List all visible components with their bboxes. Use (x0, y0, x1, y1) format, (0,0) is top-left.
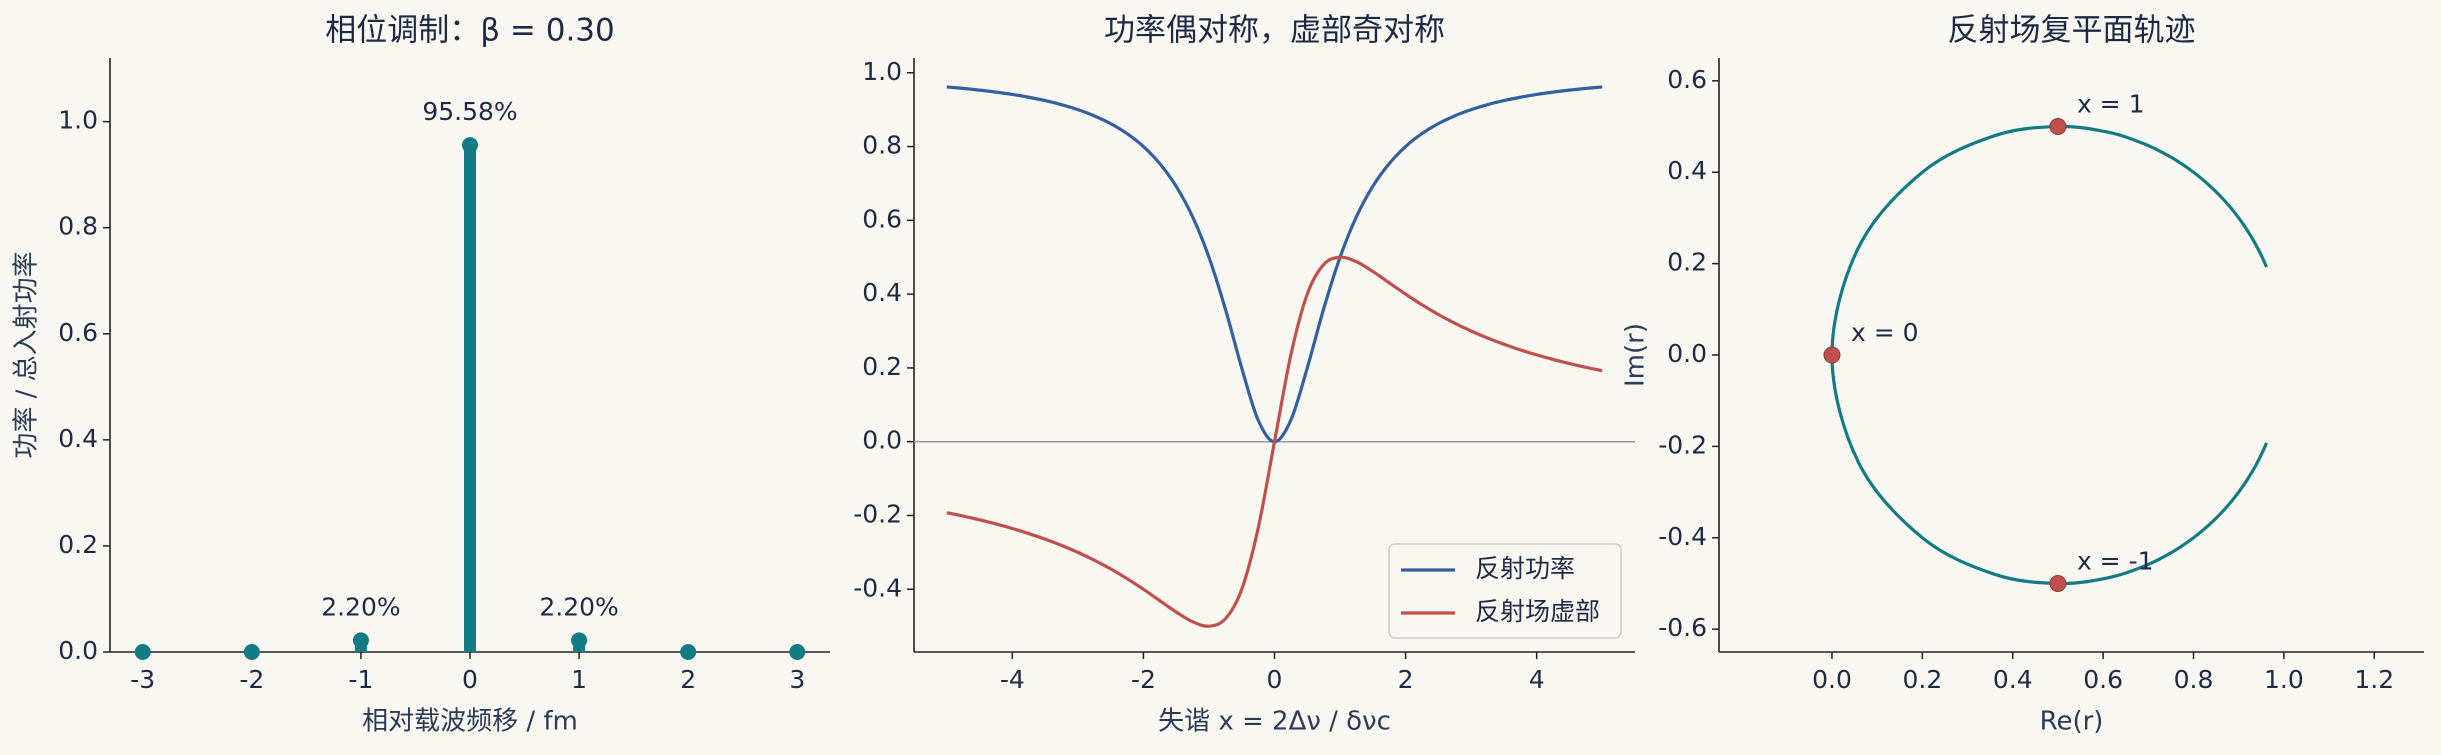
y-tick-label: 0.0 (1667, 339, 1707, 368)
stem-marker (789, 644, 806, 660)
x-tick-label: -4 (1000, 665, 1025, 694)
value-label: 2.20% (539, 592, 618, 621)
y-tick-label: 0.4 (1667, 156, 1707, 185)
x-tick-label: 0.2 (1902, 665, 1942, 694)
chart-title: 功率偶对称，虚部奇对称 (1104, 13, 1445, 49)
y-tick-label: 0.2 (1667, 248, 1707, 277)
stem-marker (243, 644, 260, 660)
x-tick-label: 2 (1398, 665, 1414, 694)
x-tick-label: 0.8 (2174, 665, 2214, 694)
y-tick-label: -0.2 (1658, 430, 1707, 459)
y-axis-label: Im(r) (1621, 323, 1651, 387)
x-tick-label: -3 (130, 665, 155, 694)
y-tick-label: 0.0 (862, 426, 902, 455)
y-tick-label: 0.4 (58, 424, 98, 453)
y-tick-label: -0.2 (853, 499, 902, 528)
x-tick-label: 0.6 (2083, 665, 2123, 694)
series-line (946, 85, 1603, 444)
y-tick-label: 0.8 (58, 212, 98, 241)
value-label: 95.58% (422, 97, 517, 126)
x-axis-label: Re(r) (2040, 707, 2104, 737)
y-tick-label: 0.2 (58, 530, 98, 559)
stem-marker (571, 632, 588, 649)
x-tick-label: 0.4 (1993, 665, 2033, 694)
legend-label: 反射场虚部 (1475, 597, 1600, 626)
y-tick-label: 0.4 (862, 278, 902, 307)
y-tick-label: -0.6 (1658, 613, 1707, 642)
stem-marker (462, 137, 478, 154)
x-tick-label: 1 (571, 665, 587, 694)
x-tick-label: 0 (1267, 665, 1283, 694)
trajectory (1830, 124, 2268, 586)
chart-title: 相位调制：β = 0.30 (325, 13, 615, 49)
y-tick-label: -0.4 (1658, 522, 1707, 551)
series-line (946, 255, 1603, 628)
x-tick-label: 2 (680, 665, 696, 694)
y-tick-label: 1.0 (862, 57, 902, 86)
x-tick-label: 4 (1529, 665, 1545, 694)
x-tick-label: -2 (239, 665, 264, 694)
y-axis-label: 功率 / 总入射功率 (12, 251, 42, 458)
y-tick-label: 0.0 (58, 636, 98, 665)
highlight-point (2049, 118, 2067, 136)
x-tick-label: 0 (462, 665, 478, 694)
x-tick-label: 0.0 (1812, 665, 1852, 694)
y-tick-label: 0.6 (1667, 65, 1707, 94)
value-label: 2.20% (321, 592, 400, 621)
y-tick-label: 0.6 (862, 204, 902, 233)
y-tick-label: 0.6 (58, 318, 98, 347)
y-tick-label: 1.0 (58, 106, 98, 135)
stem-marker (680, 644, 697, 660)
x-tick-label: 1.2 (2354, 665, 2394, 694)
y-tick-label: 0.2 (862, 352, 902, 381)
x-tick-label: 1.0 (2264, 665, 2304, 694)
highlight-point (2049, 574, 2067, 592)
x-tick-label: -1 (348, 665, 373, 694)
x-tick-label: -2 (1131, 665, 1156, 694)
y-tick-label: -0.4 (853, 573, 902, 602)
x-axis-label: 相对载波频移 / fm (362, 707, 578, 737)
stem-marker (134, 644, 151, 660)
stem-marker (352, 632, 369, 649)
highlight-point (1823, 346, 1841, 364)
point-annotation: x = 1 (2077, 90, 2145, 119)
x-axis-label: 失谐 x = 2Δν / δνc (1158, 707, 1391, 737)
point-annotation: x = 0 (1851, 318, 1919, 347)
point-annotation: x = -1 (2077, 546, 2154, 575)
legend-label: 反射功率 (1475, 554, 1575, 583)
y-tick-label: 0.8 (862, 131, 902, 160)
x-tick-label: 3 (789, 665, 805, 694)
chart-title: 反射场复平面轨迹 (1948, 13, 2196, 49)
